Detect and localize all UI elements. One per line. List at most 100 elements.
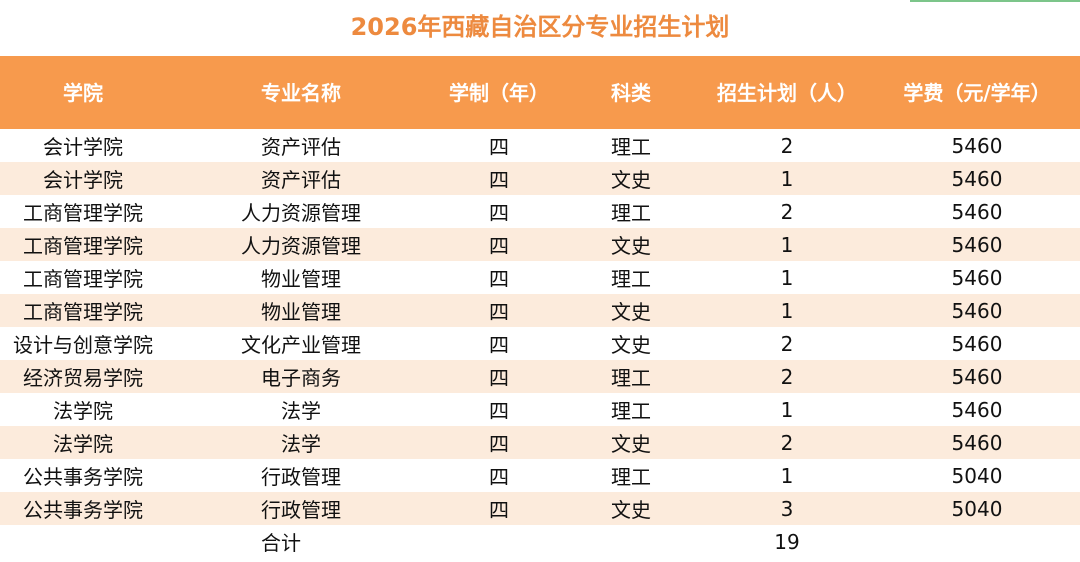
tuition-cell: 5460 — [874, 426, 1080, 459]
college-cell: 工商管理学院 — [0, 228, 166, 261]
category-cell: 文史 — [562, 294, 700, 327]
total-row: 合计 19 — [0, 525, 1080, 558]
enrollment-cell: 1 — [700, 261, 874, 294]
category-cell: 理工 — [562, 261, 700, 294]
tuition-cell: 5460 — [874, 294, 1080, 327]
college-cell: 法学院 — [0, 393, 166, 426]
college-cell: 工商管理学院 — [0, 261, 166, 294]
major-cell: 资产评估 — [166, 129, 436, 162]
duration-cell: 四 — [436, 294, 562, 327]
duration-cell: 四 — [436, 426, 562, 459]
tuition-cell: 5460 — [874, 228, 1080, 261]
duration-cell: 四 — [436, 162, 562, 195]
enrollment-cell: 1 — [700, 294, 874, 327]
header-row: 学院 专业名称 学制（年） 科类 招生计划（人） 学费（元/学年） — [0, 56, 1080, 129]
table-row: 设计与创意学院 文化产业管理四文史 2 5460 — [0, 327, 1080, 360]
col-header-college: 学院 — [0, 56, 166, 129]
major-cell: 物业管理 — [166, 261, 436, 294]
enrollment-cell: 2 — [700, 195, 874, 228]
table-row: 会计学院 资产评估四文史 1 5460 — [0, 162, 1080, 195]
table-row: 工商管理学院 物业管理四文史 1 5460 — [0, 294, 1080, 327]
duration-cell: 四 — [436, 228, 562, 261]
table-row: 工商管理学院 人力资源管理四文史 1 5460 — [0, 228, 1080, 261]
major-cell: 法学 — [166, 393, 436, 426]
college-cell: 法学院 — [0, 426, 166, 459]
duration-cell: 四 — [436, 327, 562, 360]
col-header-major: 专业名称 — [166, 56, 436, 129]
category-cell: 理工 — [562, 129, 700, 162]
total-label: 合计 — [0, 525, 562, 558]
enrollment-cell: 2 — [700, 327, 874, 360]
category-cell: 文史 — [562, 162, 700, 195]
enrollment-cell: 3 — [700, 492, 874, 525]
col-header-category: 科类 — [562, 56, 700, 129]
major-cell: 人力资源管理 — [166, 228, 436, 261]
col-header-tuition: 学费（元/学年） — [874, 56, 1080, 129]
table-row: 工商管理学院 人力资源管理四理工 2 5460 — [0, 195, 1080, 228]
col-header-enrollment: 招生计划（人） — [700, 56, 874, 129]
tuition-cell: 5460 — [874, 261, 1080, 294]
college-cell: 会计学院 — [0, 162, 166, 195]
category-cell: 文史 — [562, 492, 700, 525]
page-title: 2026年西藏自治区分专业招生计划 — [350, 13, 730, 41]
enrollment-cell: 1 — [700, 162, 874, 195]
major-cell: 物业管理 — [166, 294, 436, 327]
top-accent-line — [910, 0, 1080, 2]
college-cell: 工商管理学院 — [0, 294, 166, 327]
tuition-cell: 5040 — [874, 492, 1080, 525]
category-cell: 理工 — [562, 195, 700, 228]
college-cell: 公共事务学院 — [0, 492, 166, 525]
college-cell: 设计与创意学院 — [0, 327, 166, 360]
college-cell: 经济贸易学院 — [0, 360, 166, 393]
total-value: 19 — [700, 525, 874, 558]
tuition-cell: 5460 — [874, 393, 1080, 426]
duration-cell: 四 — [436, 459, 562, 492]
table-row: 经济贸易学院 电子商务四理工 2 5460 — [0, 360, 1080, 393]
major-cell: 电子商务 — [166, 360, 436, 393]
tuition-cell: 5460 — [874, 195, 1080, 228]
major-cell: 行政管理 — [166, 492, 436, 525]
total-spacer — [562, 525, 700, 558]
enrollment-cell: 2 — [700, 360, 874, 393]
major-cell: 文化产业管理 — [166, 327, 436, 360]
category-cell: 文史 — [562, 426, 700, 459]
tuition-cell: 5460 — [874, 360, 1080, 393]
col-header-duration: 学制（年） — [436, 56, 562, 129]
major-cell: 资产评估 — [166, 162, 436, 195]
college-cell: 工商管理学院 — [0, 195, 166, 228]
college-cell: 会计学院 — [0, 129, 166, 162]
table-row: 法学院 法学四理工 1 5460 — [0, 393, 1080, 426]
tuition-cell: 5040 — [874, 459, 1080, 492]
table-row: 法学院 法学四文史 2 5460 — [0, 426, 1080, 459]
major-cell: 人力资源管理 — [166, 195, 436, 228]
enrollment-cell: 1 — [700, 393, 874, 426]
tuition-cell: 5460 — [874, 129, 1080, 162]
category-cell: 理工 — [562, 459, 700, 492]
enrollment-cell: 2 — [700, 426, 874, 459]
enrollment-plan-table: 学院 专业名称 学制（年） 科类 招生计划（人） 学费（元/学年） 会计学院 资产… — [0, 56, 1080, 558]
duration-cell: 四 — [436, 492, 562, 525]
tuition-cell: 5460 — [874, 162, 1080, 195]
enrollment-cell: 2 — [700, 129, 874, 162]
table-row: 公共事务学院 行政管理四理工 1 5040 — [0, 459, 1080, 492]
duration-cell: 四 — [436, 129, 562, 162]
enrollment-cell: 1 — [700, 228, 874, 261]
table-body: 会计学院 资产评估四理工 2 5460 会计学院 资产评估四文史 1 5460 工商管理学院 人力… — [0, 129, 1080, 525]
college-cell: 公共事务学院 — [0, 459, 166, 492]
category-cell: 文史 — [562, 228, 700, 261]
table-row: 工商管理学院 物业管理四理工 1 5460 — [0, 261, 1080, 294]
category-cell: 文史 — [562, 327, 700, 360]
duration-cell: 四 — [436, 195, 562, 228]
duration-cell: 四 — [436, 360, 562, 393]
enrollment-cell: 1 — [700, 459, 874, 492]
category-cell: 理工 — [562, 360, 700, 393]
table-row: 公共事务学院 行政管理四文史 3 5040 — [0, 492, 1080, 525]
category-cell: 理工 — [562, 393, 700, 426]
duration-cell: 四 — [436, 393, 562, 426]
major-cell: 法学 — [166, 426, 436, 459]
major-cell: 行政管理 — [166, 459, 436, 492]
duration-cell: 四 — [436, 261, 562, 294]
table-row: 会计学院 资产评估四理工 2 5460 — [0, 129, 1080, 162]
total-empty — [874, 525, 1080, 558]
